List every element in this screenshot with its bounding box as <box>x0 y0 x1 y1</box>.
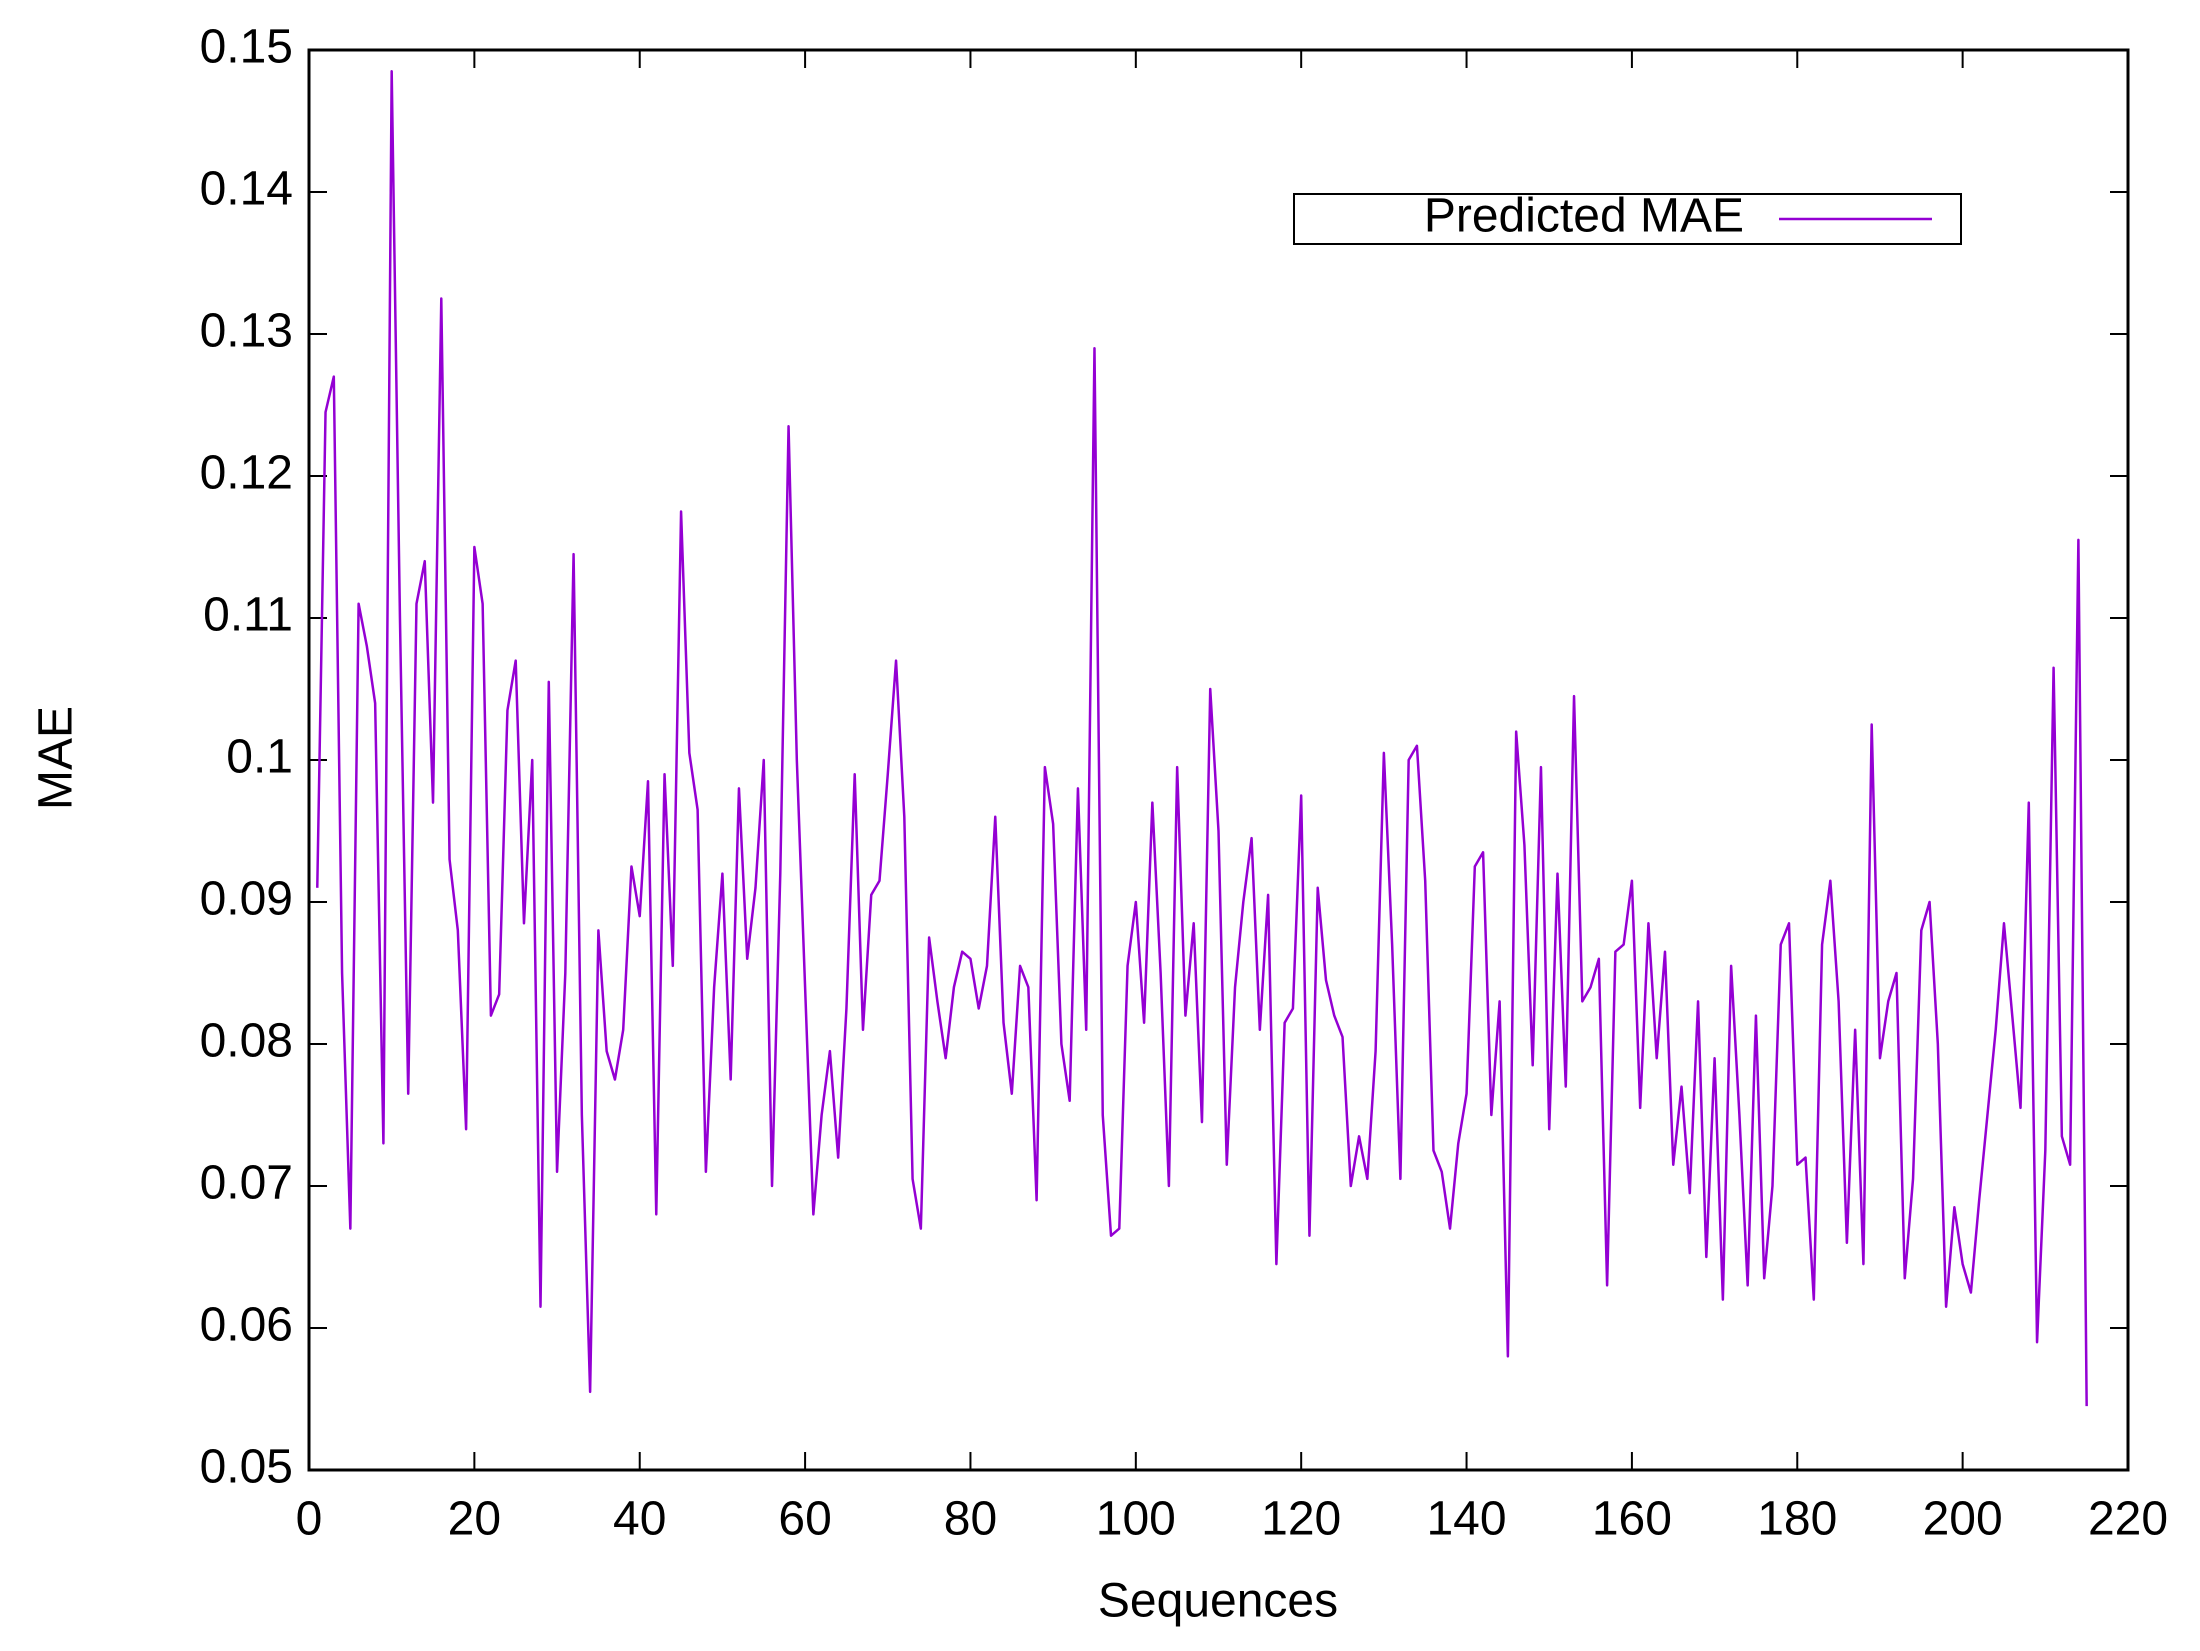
y-tick-label: 0.08 <box>200 1015 293 1068</box>
x-tick-label: 0 <box>296 1493 323 1546</box>
x-tick-label: 40 <box>613 1493 666 1546</box>
y-tick-label: 0.07 <box>200 1157 293 1210</box>
x-tick-label: 120 <box>1261 1493 1341 1546</box>
x-tick-label: 100 <box>1096 1493 1176 1546</box>
y-tick-label: 0.14 <box>200 163 293 216</box>
x-tick-label: 220 <box>2088 1493 2168 1546</box>
x-tick-label: 20 <box>448 1493 501 1546</box>
data-line <box>316 70 2088 1407</box>
y-tick-label: 0.05 <box>200 1441 293 1494</box>
x-tick-label: 180 <box>1757 1493 1837 1546</box>
x-tick-label: 140 <box>1426 1493 1506 1546</box>
y-tick-label: 0.13 <box>200 305 293 358</box>
y-tick-label: 0.11 <box>203 589 293 642</box>
plot-frame <box>307 48 2130 1472</box>
y-tick-label: 0.12 <box>200 447 293 500</box>
x-axis-label: Sequences <box>1098 1575 1338 1628</box>
y-tick-label: 0.09 <box>200 873 293 926</box>
x-tick-label: 160 <box>1592 1493 1672 1546</box>
y-tick-label: 0.15 <box>200 21 293 74</box>
y-axis-label: MAE <box>30 706 83 810</box>
legend-label: Predicted MAE <box>1424 190 1744 243</box>
x-tick-label: 60 <box>778 1493 831 1546</box>
x-tick-label: 200 <box>1923 1493 2003 1546</box>
y-tick-label: 0.06 <box>200 1299 293 1352</box>
y-tick-label: 0.1 <box>226 731 293 784</box>
x-tick-label: 80 <box>944 1493 997 1546</box>
